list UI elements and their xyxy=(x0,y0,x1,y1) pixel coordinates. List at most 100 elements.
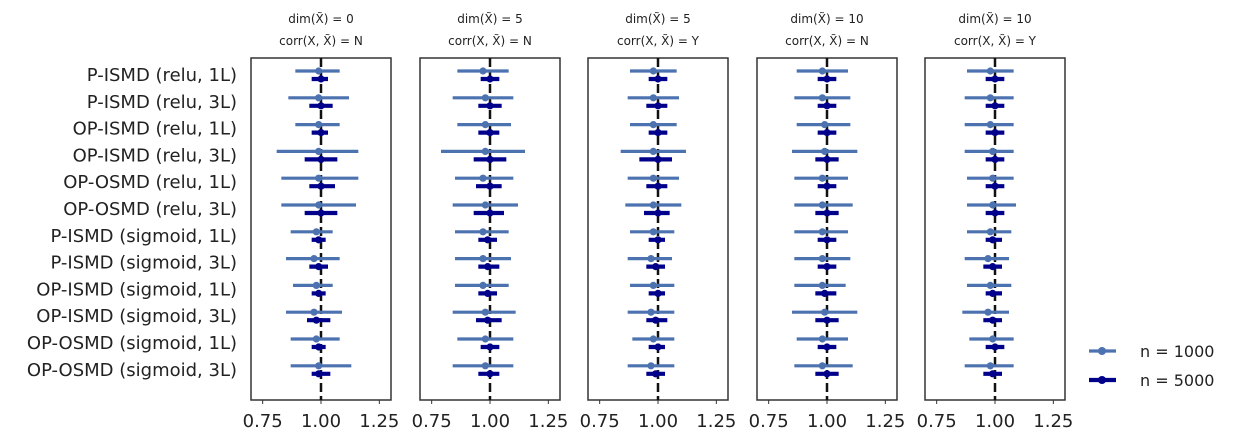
mean-point xyxy=(484,236,492,244)
panel-2: dim(X̃) = 5 corr(X, X̃) = N 0.75 1.00 1.25 xyxy=(412,12,569,432)
mean-point xyxy=(989,236,997,244)
mean-point xyxy=(818,174,826,182)
panel-title-line1: dim(X̃) = 10 xyxy=(790,12,863,26)
x-tick-label: 0.75 xyxy=(749,411,789,432)
mean-point xyxy=(821,147,829,155)
mean-point xyxy=(986,121,994,129)
panel-title-line2: corr(X, X̃) = N xyxy=(785,34,869,48)
mean-point xyxy=(654,209,662,217)
mean-point xyxy=(818,255,826,263)
mean-point xyxy=(986,228,994,236)
x-tick-label: 1.00 xyxy=(301,411,341,432)
panel-title-line2: corr(X, X̃) = N xyxy=(279,34,363,48)
category-label: OP-OSMD (relu, 3L) xyxy=(63,199,237,220)
mean-point xyxy=(486,370,494,378)
mean-point xyxy=(479,255,487,263)
mean-point xyxy=(649,335,657,343)
mean-point xyxy=(479,67,487,75)
mean-point xyxy=(317,155,325,163)
mean-point xyxy=(312,228,320,236)
panel-3: dim(X̃) = 5 corr(X, X̃) = Y 0.75 1.00 1.25 xyxy=(580,12,737,432)
mean-point xyxy=(984,308,992,316)
mean-point xyxy=(486,182,494,190)
legend-swatch-marker xyxy=(1098,347,1106,355)
mean-point xyxy=(654,75,662,83)
mean-point xyxy=(317,129,325,137)
panel-title-line2: corr(X, X̃) = Y xyxy=(617,34,700,48)
mean-point xyxy=(484,316,492,324)
mean-point xyxy=(991,102,999,110)
mean-point xyxy=(647,255,655,263)
mean-point xyxy=(821,308,829,316)
mean-point xyxy=(649,94,657,102)
mean-point xyxy=(989,201,997,209)
mean-point xyxy=(823,182,831,190)
panel-title-line1: dim(X̃) = 0 xyxy=(288,12,354,26)
mean-point xyxy=(818,281,826,289)
mean-point xyxy=(991,209,999,217)
mean-point xyxy=(317,75,325,83)
mean-point xyxy=(647,362,655,370)
mean-point xyxy=(652,316,660,324)
mean-point xyxy=(654,129,662,137)
panel-title-line1: dim(X̃) = 5 xyxy=(457,12,523,26)
x-tick-label: 1.25 xyxy=(528,411,568,432)
mean-point xyxy=(484,263,492,271)
category-label: OP-OSMD (relu, 1L) xyxy=(63,172,237,193)
mean-point xyxy=(649,228,657,236)
mean-point xyxy=(818,67,826,75)
category-label: P-ISMD (relu, 1L) xyxy=(87,65,237,86)
mean-point xyxy=(823,155,831,163)
mean-point xyxy=(481,362,489,370)
mean-point xyxy=(315,174,323,182)
mean-point xyxy=(484,289,492,297)
mean-point xyxy=(989,335,997,343)
mean-point xyxy=(986,362,994,370)
mean-point xyxy=(989,147,997,155)
panel-title-line1: dim(X̃) = 10 xyxy=(958,12,1031,26)
mean-point xyxy=(991,75,999,83)
mean-point xyxy=(486,102,494,110)
mean-point xyxy=(315,147,323,155)
mean-point xyxy=(315,263,323,271)
mean-point xyxy=(647,308,655,316)
mean-point xyxy=(312,335,320,343)
mean-point xyxy=(481,147,489,155)
mean-point xyxy=(649,281,657,289)
mean-point xyxy=(818,94,826,102)
mean-point xyxy=(823,129,831,137)
category-label: OP-ISMD (sigmoid, 1L) xyxy=(36,279,237,300)
legend-label: n = 5000 xyxy=(1140,371,1214,390)
legend-swatch-marker xyxy=(1098,376,1106,384)
x-tick-label: 1.25 xyxy=(1033,411,1073,432)
mean-point xyxy=(823,236,831,244)
mean-point xyxy=(989,370,997,378)
mean-point xyxy=(991,343,999,351)
mean-point xyxy=(984,255,992,263)
mean-point xyxy=(821,289,829,297)
mean-point xyxy=(479,174,487,182)
mean-point xyxy=(481,335,489,343)
mean-point xyxy=(823,209,831,217)
mean-point xyxy=(481,308,489,316)
mean-point xyxy=(654,289,662,297)
mean-point xyxy=(989,174,997,182)
panel-1: dim(X̃) = 0 corr(X, X̃) = N 0.75 1.00 1.25 xyxy=(243,12,400,432)
mean-point xyxy=(315,67,323,75)
mean-point xyxy=(654,343,662,351)
mean-point xyxy=(315,201,323,209)
x-tick-label: 1.00 xyxy=(638,411,678,432)
mean-point xyxy=(818,228,826,236)
mean-point xyxy=(312,316,320,324)
mean-point xyxy=(315,343,323,351)
mean-point xyxy=(315,362,323,370)
category-label: P-ISMD (sigmoid, 1L) xyxy=(50,226,237,247)
mean-point xyxy=(649,174,657,182)
category-label: P-ISMD (relu, 3L) xyxy=(87,92,237,113)
mean-point xyxy=(823,316,831,324)
legend: n = 1000 n = 5000 xyxy=(1089,342,1214,390)
category-label: OP-ISMD (relu, 3L) xyxy=(73,145,237,166)
mean-point xyxy=(317,182,325,190)
mean-point xyxy=(486,75,494,83)
